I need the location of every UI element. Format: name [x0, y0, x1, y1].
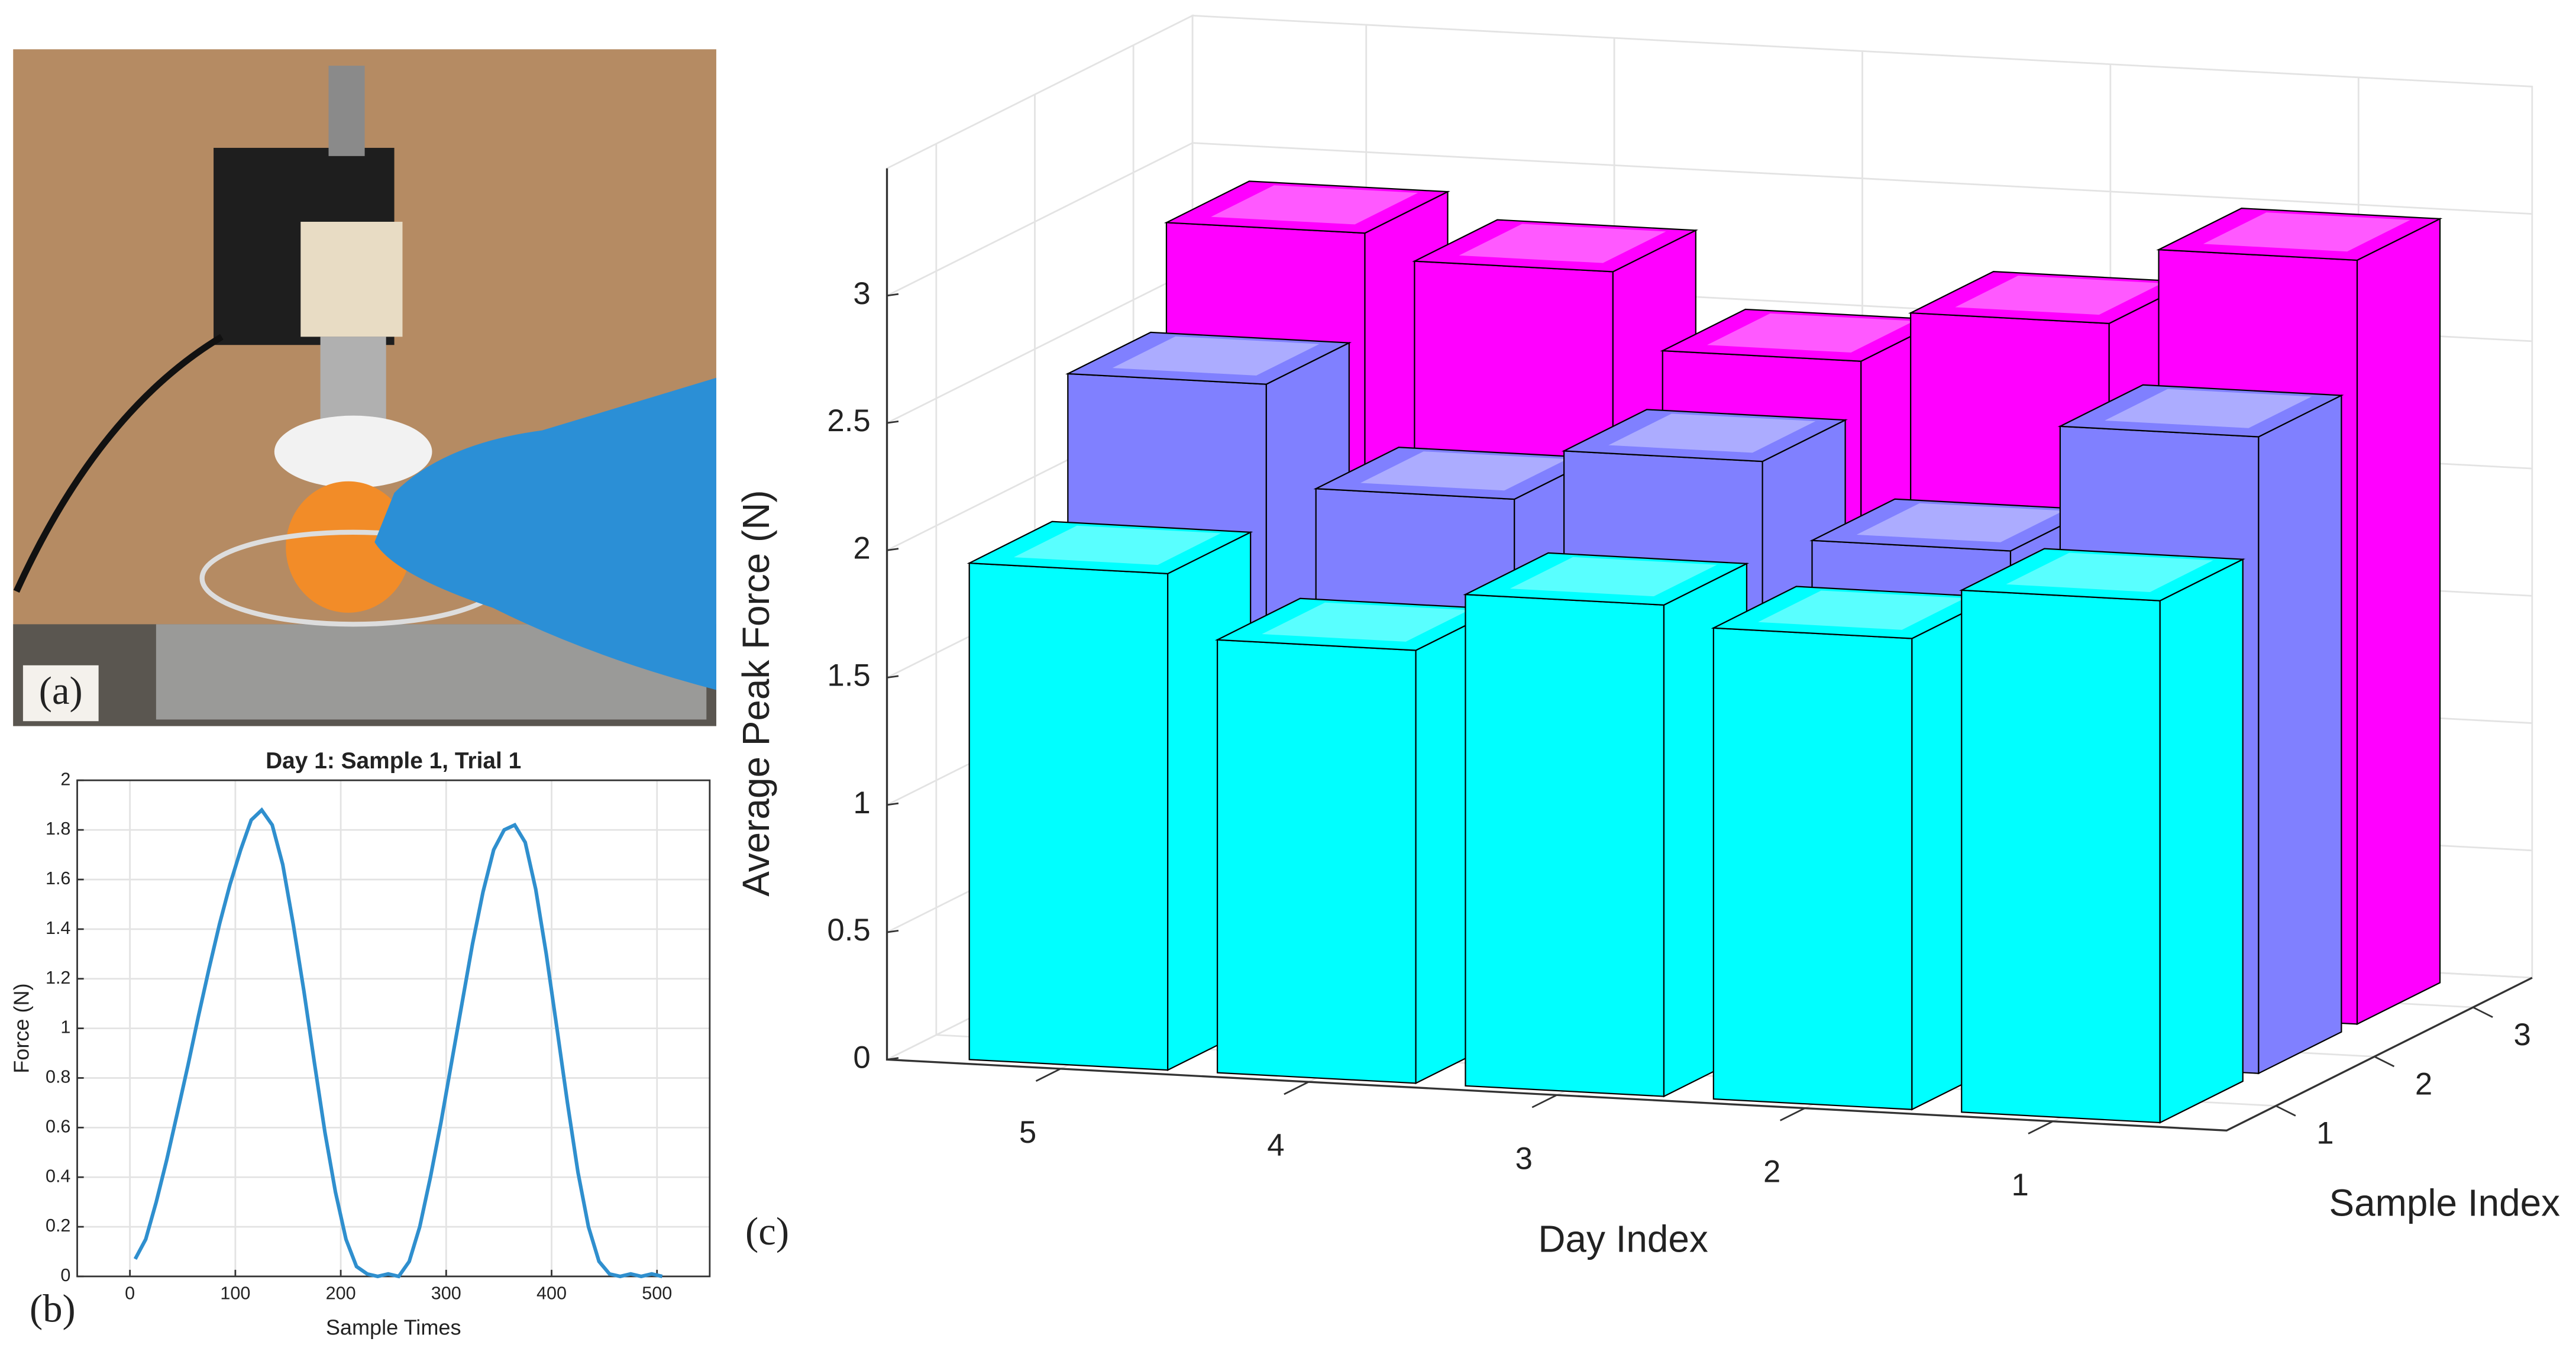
- bar-top-highlight: [1262, 602, 1469, 642]
- sensor: [320, 337, 386, 419]
- bar-top-highlight: [1211, 185, 1418, 225]
- y-axis-label: Force (N): [9, 983, 33, 1073]
- x-axis-label: Sample Times: [326, 1315, 461, 1339]
- bar-front: [1216, 639, 1417, 1084]
- bar-front: [1465, 593, 1665, 1097]
- x-tick-label: 3: [1515, 1141, 1533, 1176]
- photo: (a): [13, 49, 716, 726]
- x-tick-label: 0: [125, 1284, 135, 1304]
- panel-label: (c): [745, 1210, 789, 1253]
- x-tick: [1779, 1107, 1805, 1121]
- z-tick: [887, 675, 899, 679]
- x-tick-label: 2: [1763, 1155, 1780, 1189]
- glove: [374, 377, 716, 690]
- y-tick-label: 1: [2316, 1116, 2333, 1151]
- z-tick-label: 2.5: [827, 403, 870, 438]
- x-tick-label: 1: [2011, 1168, 2028, 1202]
- z-tick: [887, 548, 899, 551]
- x-tick: [1531, 1094, 1557, 1108]
- z-tick-label: 2: [853, 531, 870, 565]
- z-tick-label: 0.5: [827, 913, 870, 948]
- bar-front: [968, 562, 1169, 1071]
- x-tick-label: 200: [326, 1284, 356, 1304]
- data-line: [133, 807, 663, 1279]
- micrometer: [328, 66, 365, 156]
- bar-side: [2159, 558, 2244, 1124]
- apricot: [286, 481, 411, 613]
- bar-front: [1961, 589, 2161, 1124]
- bar-top-highlight: [1856, 503, 2064, 542]
- bar-side: [2258, 394, 2342, 1075]
- y-tick-label: 2: [2415, 1066, 2432, 1101]
- grid-line: [886, 142, 2532, 297]
- z-tick-label: 3: [853, 276, 870, 311]
- y-tick-label: 1.4: [46, 918, 70, 938]
- bar: [967, 521, 1253, 1071]
- bar: [1463, 552, 1750, 1098]
- x-axis-label: Day Index: [1538, 1218, 1708, 1260]
- x-tick-label: 300: [431, 1284, 461, 1304]
- bar-top-highlight: [2203, 212, 2410, 252]
- panel-label-box: [22, 665, 99, 722]
- bar-top-highlight: [1510, 557, 1717, 597]
- x-tick-label: 4: [1267, 1128, 1284, 1163]
- y-tick-label: 2: [60, 769, 70, 789]
- y-tick-label: 0.8: [46, 1067, 70, 1087]
- bar-top-highlight: [1360, 451, 1567, 491]
- y-tick-label: 0.6: [46, 1116, 70, 1136]
- bar-top-highlight: [1459, 224, 1666, 263]
- bar: [1711, 586, 1998, 1111]
- bar-front: [1712, 627, 1913, 1110]
- z-tick: [887, 421, 899, 424]
- bar-top-highlight: [1608, 413, 1816, 453]
- cable: [13, 334, 224, 593]
- z-axis-label: Average Peak Force (N): [735, 490, 777, 896]
- y-tick-label: 1: [60, 1017, 70, 1037]
- bar: [1214, 597, 1501, 1085]
- x-tick-label: 400: [536, 1284, 567, 1304]
- y-tick-label: 0: [60, 1265, 70, 1285]
- sensor-mount: [300, 221, 403, 337]
- y-tick-label: 3: [2514, 1017, 2531, 1052]
- bar-top-highlight: [2006, 552, 2213, 592]
- bar: [1958, 548, 2245, 1124]
- y-tick-label: 1.6: [46, 868, 70, 888]
- bar-top-highlight: [1955, 276, 2163, 315]
- bar-top-highlight: [1758, 590, 1966, 630]
- z-tick: [887, 929, 899, 933]
- y-tick-label: 0.4: [46, 1166, 70, 1186]
- panel-label: (a): [39, 670, 83, 713]
- x-tick-label: 500: [642, 1284, 672, 1304]
- axis-line: [885, 168, 2533, 1132]
- x-tick-label: 5: [1019, 1115, 1036, 1150]
- z-tick: [887, 802, 899, 806]
- y-tick-label: 1.8: [46, 819, 70, 839]
- probe: [274, 415, 432, 488]
- bar-side: [2356, 218, 2441, 1026]
- y-tick: [2275, 1105, 2296, 1117]
- y-tick-label: 0.2: [46, 1215, 70, 1236]
- y-tick: [2472, 1006, 2493, 1018]
- x-tick: [1284, 1081, 1310, 1095]
- x-tick-label: 100: [220, 1284, 250, 1304]
- z-tick: [887, 293, 899, 297]
- y-tick-label: 1.2: [46, 968, 70, 988]
- x-tick: [1035, 1068, 1061, 1082]
- chart-title: Day 1: Sample 1, Trial 1: [266, 748, 521, 774]
- bar-top-highlight: [1112, 336, 1320, 376]
- y-tick: [2374, 1056, 2395, 1068]
- bar-top-highlight: [1013, 525, 1221, 565]
- x-tick: [2028, 1120, 2054, 1134]
- z-tick-label: 1.5: [827, 658, 870, 693]
- panel-label: (b): [30, 1287, 76, 1330]
- z-tick-label: 1: [853, 785, 870, 820]
- charts: 0 100 200 300 400 500 0 0.2 0.4 0.6 0.8 1 1.2 1.4 1.6 1…: [9, 14, 2561, 1339]
- bar-top-highlight: [1707, 313, 1914, 353]
- y-axis-label: Sample Index: [2329, 1181, 2561, 1224]
- bar-top-highlight: [2105, 389, 2312, 428]
- z-tick-label: 0: [853, 1040, 870, 1075]
